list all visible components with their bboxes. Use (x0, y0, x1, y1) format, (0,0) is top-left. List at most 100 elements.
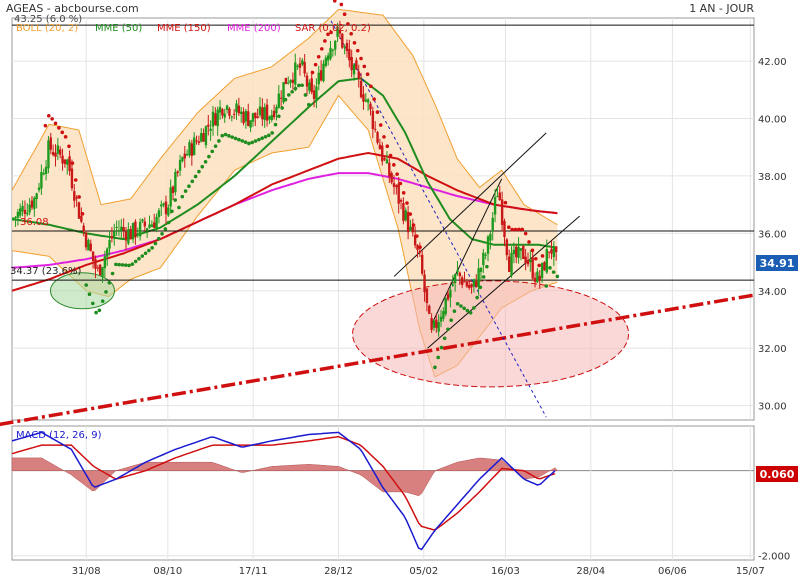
period-label: 1 AN - JOUR (689, 2, 754, 15)
candle-body (543, 262, 546, 271)
sar-dot (150, 246, 154, 250)
candle-body (477, 268, 480, 287)
candle-body (519, 248, 523, 251)
candle-body (291, 79, 295, 83)
candle-body (28, 204, 31, 213)
last-price-value: 34.91 (760, 257, 795, 270)
candle-body (265, 104, 269, 121)
candle-body (249, 120, 252, 128)
sar-dot (475, 295, 479, 300)
candle-body (200, 133, 203, 142)
parabolic-sar (43, 0, 560, 370)
candle-body (207, 124, 210, 127)
candle-body (101, 267, 104, 277)
sar-dot (319, 47, 324, 51)
candle-body (507, 256, 511, 272)
candle-body (148, 224, 151, 228)
top-value-label: 43.25 (6.0 %) (14, 14, 82, 25)
candle-body (383, 158, 386, 160)
candle-body (275, 106, 278, 114)
candle-body (355, 60, 358, 70)
candle-body (272, 110, 276, 118)
candle-body (141, 219, 144, 222)
candle-body (364, 99, 367, 102)
candle-body (204, 126, 208, 146)
bollinger-fill (12, 9, 558, 377)
candle-body (47, 140, 50, 169)
sar-dot (313, 62, 318, 67)
candle-body (11, 218, 15, 220)
sar-dot (388, 153, 393, 158)
sar-dot (197, 169, 201, 174)
candle-body (98, 264, 102, 276)
trendlines (0, 20, 755, 427)
candle-body (517, 246, 520, 258)
sar-dot (250, 140, 254, 145)
candle-body (503, 220, 506, 238)
candle-body (284, 77, 288, 85)
candle-body (453, 274, 457, 283)
candle-body (21, 205, 24, 212)
x-tick-label: 16/03 (491, 566, 520, 577)
sar-dot (418, 245, 422, 249)
sar-dot (267, 133, 271, 138)
price-y-axis: 30.00 32.00 34.00 36.00 38.00 40.00 42.00 (758, 57, 787, 413)
sar-dot (247, 141, 251, 146)
sar-dot (60, 130, 65, 135)
candle-body (404, 210, 407, 221)
last-price-badge (756, 255, 798, 271)
candle-body (58, 149, 62, 155)
sar-dot (332, 0, 337, 3)
candle-body (402, 203, 405, 221)
sar-dot (180, 194, 185, 199)
candle-body (305, 75, 309, 87)
sar-dot (177, 205, 181, 210)
candle-body (395, 185, 398, 188)
candle-body (150, 224, 154, 227)
candle-body (496, 196, 499, 198)
sar-dot (263, 134, 268, 139)
candle-body (254, 112, 257, 119)
legend-sar: SAR (0.02, 0.2) (295, 23, 371, 34)
candle-body (40, 172, 43, 189)
candle-body (223, 113, 226, 118)
legend-mme150: MME (150) (157, 23, 211, 34)
candle-body (359, 80, 363, 98)
candle-body (486, 236, 490, 254)
channel-line-lower (427, 215, 580, 349)
candle-body (430, 318, 433, 330)
candle-body (460, 277, 464, 285)
sar-dot (53, 121, 58, 126)
candle-body (183, 153, 186, 159)
candle-body (124, 231, 128, 241)
sar-dot (310, 70, 315, 75)
y-tick-label: 36.00 (758, 229, 787, 240)
candle-body (56, 145, 60, 154)
candle-body (554, 246, 558, 253)
x-tick-label: 08/10 (153, 566, 182, 577)
candle-body (44, 166, 48, 174)
candle-body (202, 133, 205, 142)
y-tick-label: 30.00 (758, 402, 787, 413)
sar-dot (100, 299, 105, 303)
candle-body (108, 240, 111, 249)
candle-body (268, 116, 271, 120)
candle-body (94, 258, 97, 269)
candle-body (470, 284, 473, 288)
candle-body (381, 145, 384, 162)
candle-body (296, 65, 299, 67)
candle-body (96, 267, 100, 269)
candle-body (54, 152, 57, 157)
candle-body (484, 254, 487, 256)
candle-body (489, 233, 492, 241)
candle-body (216, 109, 219, 127)
sar-dot (233, 136, 238, 141)
candle-body (270, 115, 273, 120)
sar-dot (257, 137, 261, 142)
candle-body (230, 116, 233, 118)
candle-body (298, 63, 302, 68)
sar-dot (326, 32, 330, 37)
sar-dot (117, 262, 121, 267)
candle-body (350, 57, 353, 71)
candle-body (70, 168, 74, 189)
